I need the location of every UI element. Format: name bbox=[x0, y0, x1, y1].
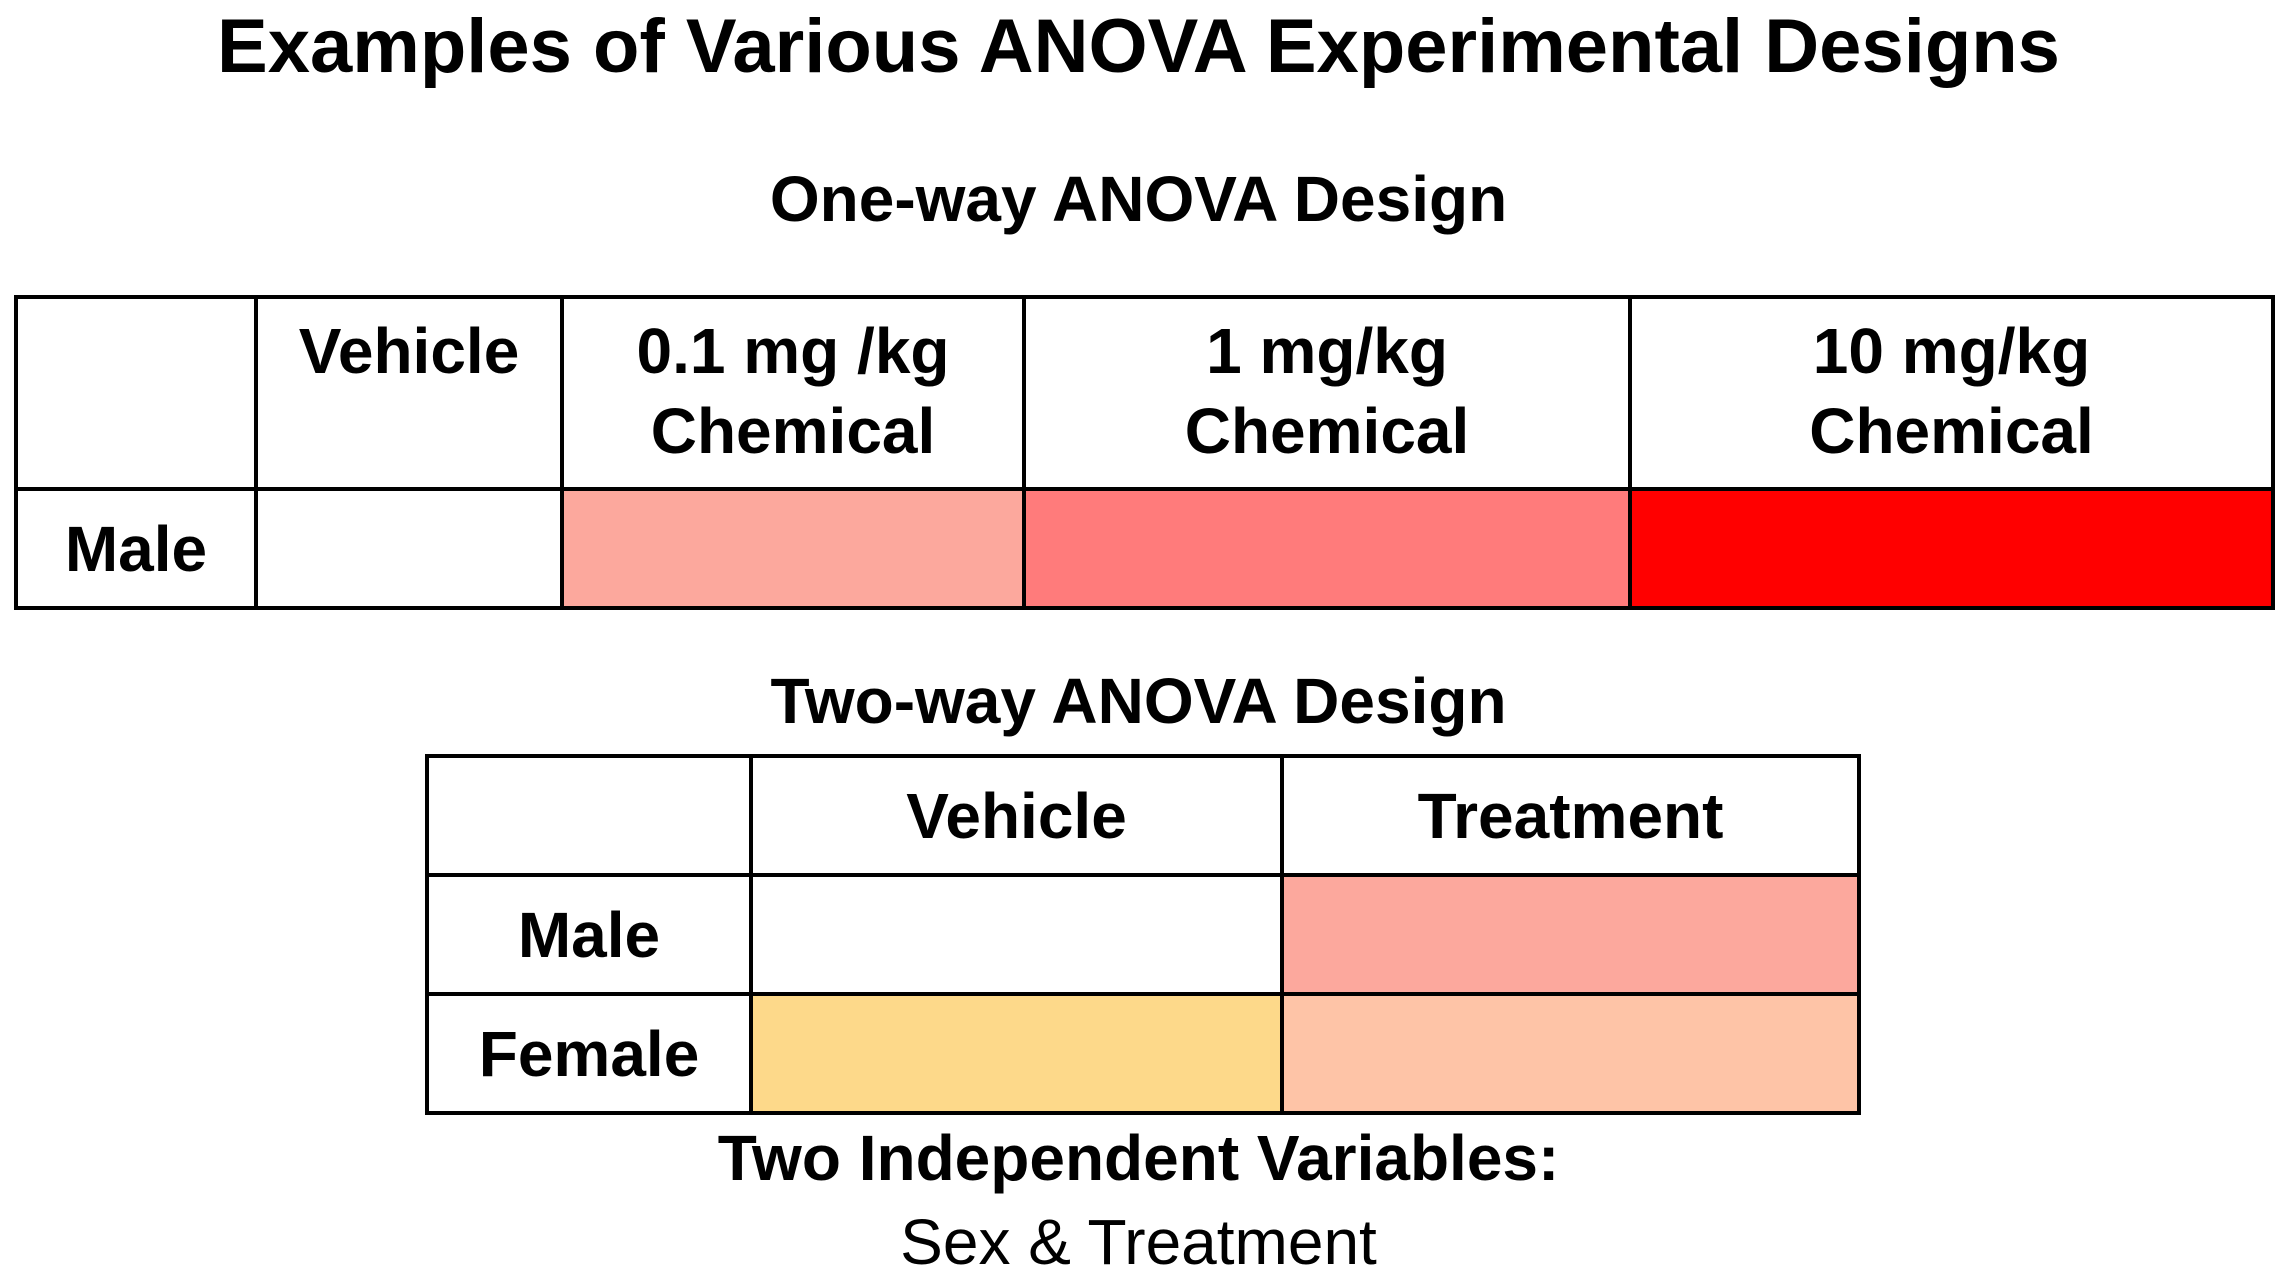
cell-male-vehicle bbox=[749, 873, 1284, 996]
two-way-row-female: Female bbox=[425, 992, 1861, 1115]
one-way-col-1-mg: 1 mg/kg Chemical bbox=[1022, 295, 1632, 491]
one-way-col-0-1-mg: 0.1 mg /kg Chemical bbox=[560, 295, 1026, 491]
cell-male-treatment bbox=[1280, 873, 1861, 996]
two-way-corner-cell bbox=[425, 754, 753, 877]
row-label-male: Male bbox=[425, 873, 753, 996]
cell-female-treatment bbox=[1280, 992, 1861, 1115]
one-way-col-vehicle: Vehicle bbox=[254, 295, 564, 491]
row-label-male: Male bbox=[14, 487, 258, 610]
one-way-row-male: Male bbox=[14, 487, 2275, 610]
page-title: Examples of Various ANOVA Experimental D… bbox=[217, 4, 2060, 89]
two-way-header-row: Vehicle Treatment bbox=[425, 754, 1861, 877]
cell-female-vehicle bbox=[749, 992, 1284, 1115]
cell-male-10-mg bbox=[1628, 487, 2275, 610]
row-label-female: Female bbox=[425, 992, 753, 1115]
cell-male-vehicle bbox=[254, 487, 564, 610]
cell-male-1-mg bbox=[1022, 487, 1632, 610]
independent-variables-heading: Two Independent Variables: bbox=[717, 1122, 1560, 1194]
one-way-design-table: Vehicle 0.1 mg /kg Chemical 1 mg/kg Chem… bbox=[14, 295, 2275, 610]
two-way-heading: Two-way ANOVA Design bbox=[770, 665, 1507, 737]
two-way-design-table: Vehicle Treatment Male Female bbox=[425, 754, 1861, 1115]
one-way-col-10-mg: 10 mg/kg Chemical bbox=[1628, 295, 2275, 491]
cell-male-0-1-mg bbox=[560, 487, 1026, 610]
one-way-heading: One-way ANOVA Design bbox=[769, 163, 1508, 235]
two-way-col-vehicle: Vehicle bbox=[749, 754, 1284, 877]
one-way-corner-cell bbox=[14, 295, 258, 491]
two-way-col-treatment: Treatment bbox=[1280, 754, 1861, 877]
independent-variables-list: Sex & Treatment bbox=[900, 1206, 1377, 1278]
one-way-header-row: Vehicle 0.1 mg /kg Chemical 1 mg/kg Chem… bbox=[14, 295, 2275, 491]
two-way-row-male: Male bbox=[425, 873, 1861, 996]
